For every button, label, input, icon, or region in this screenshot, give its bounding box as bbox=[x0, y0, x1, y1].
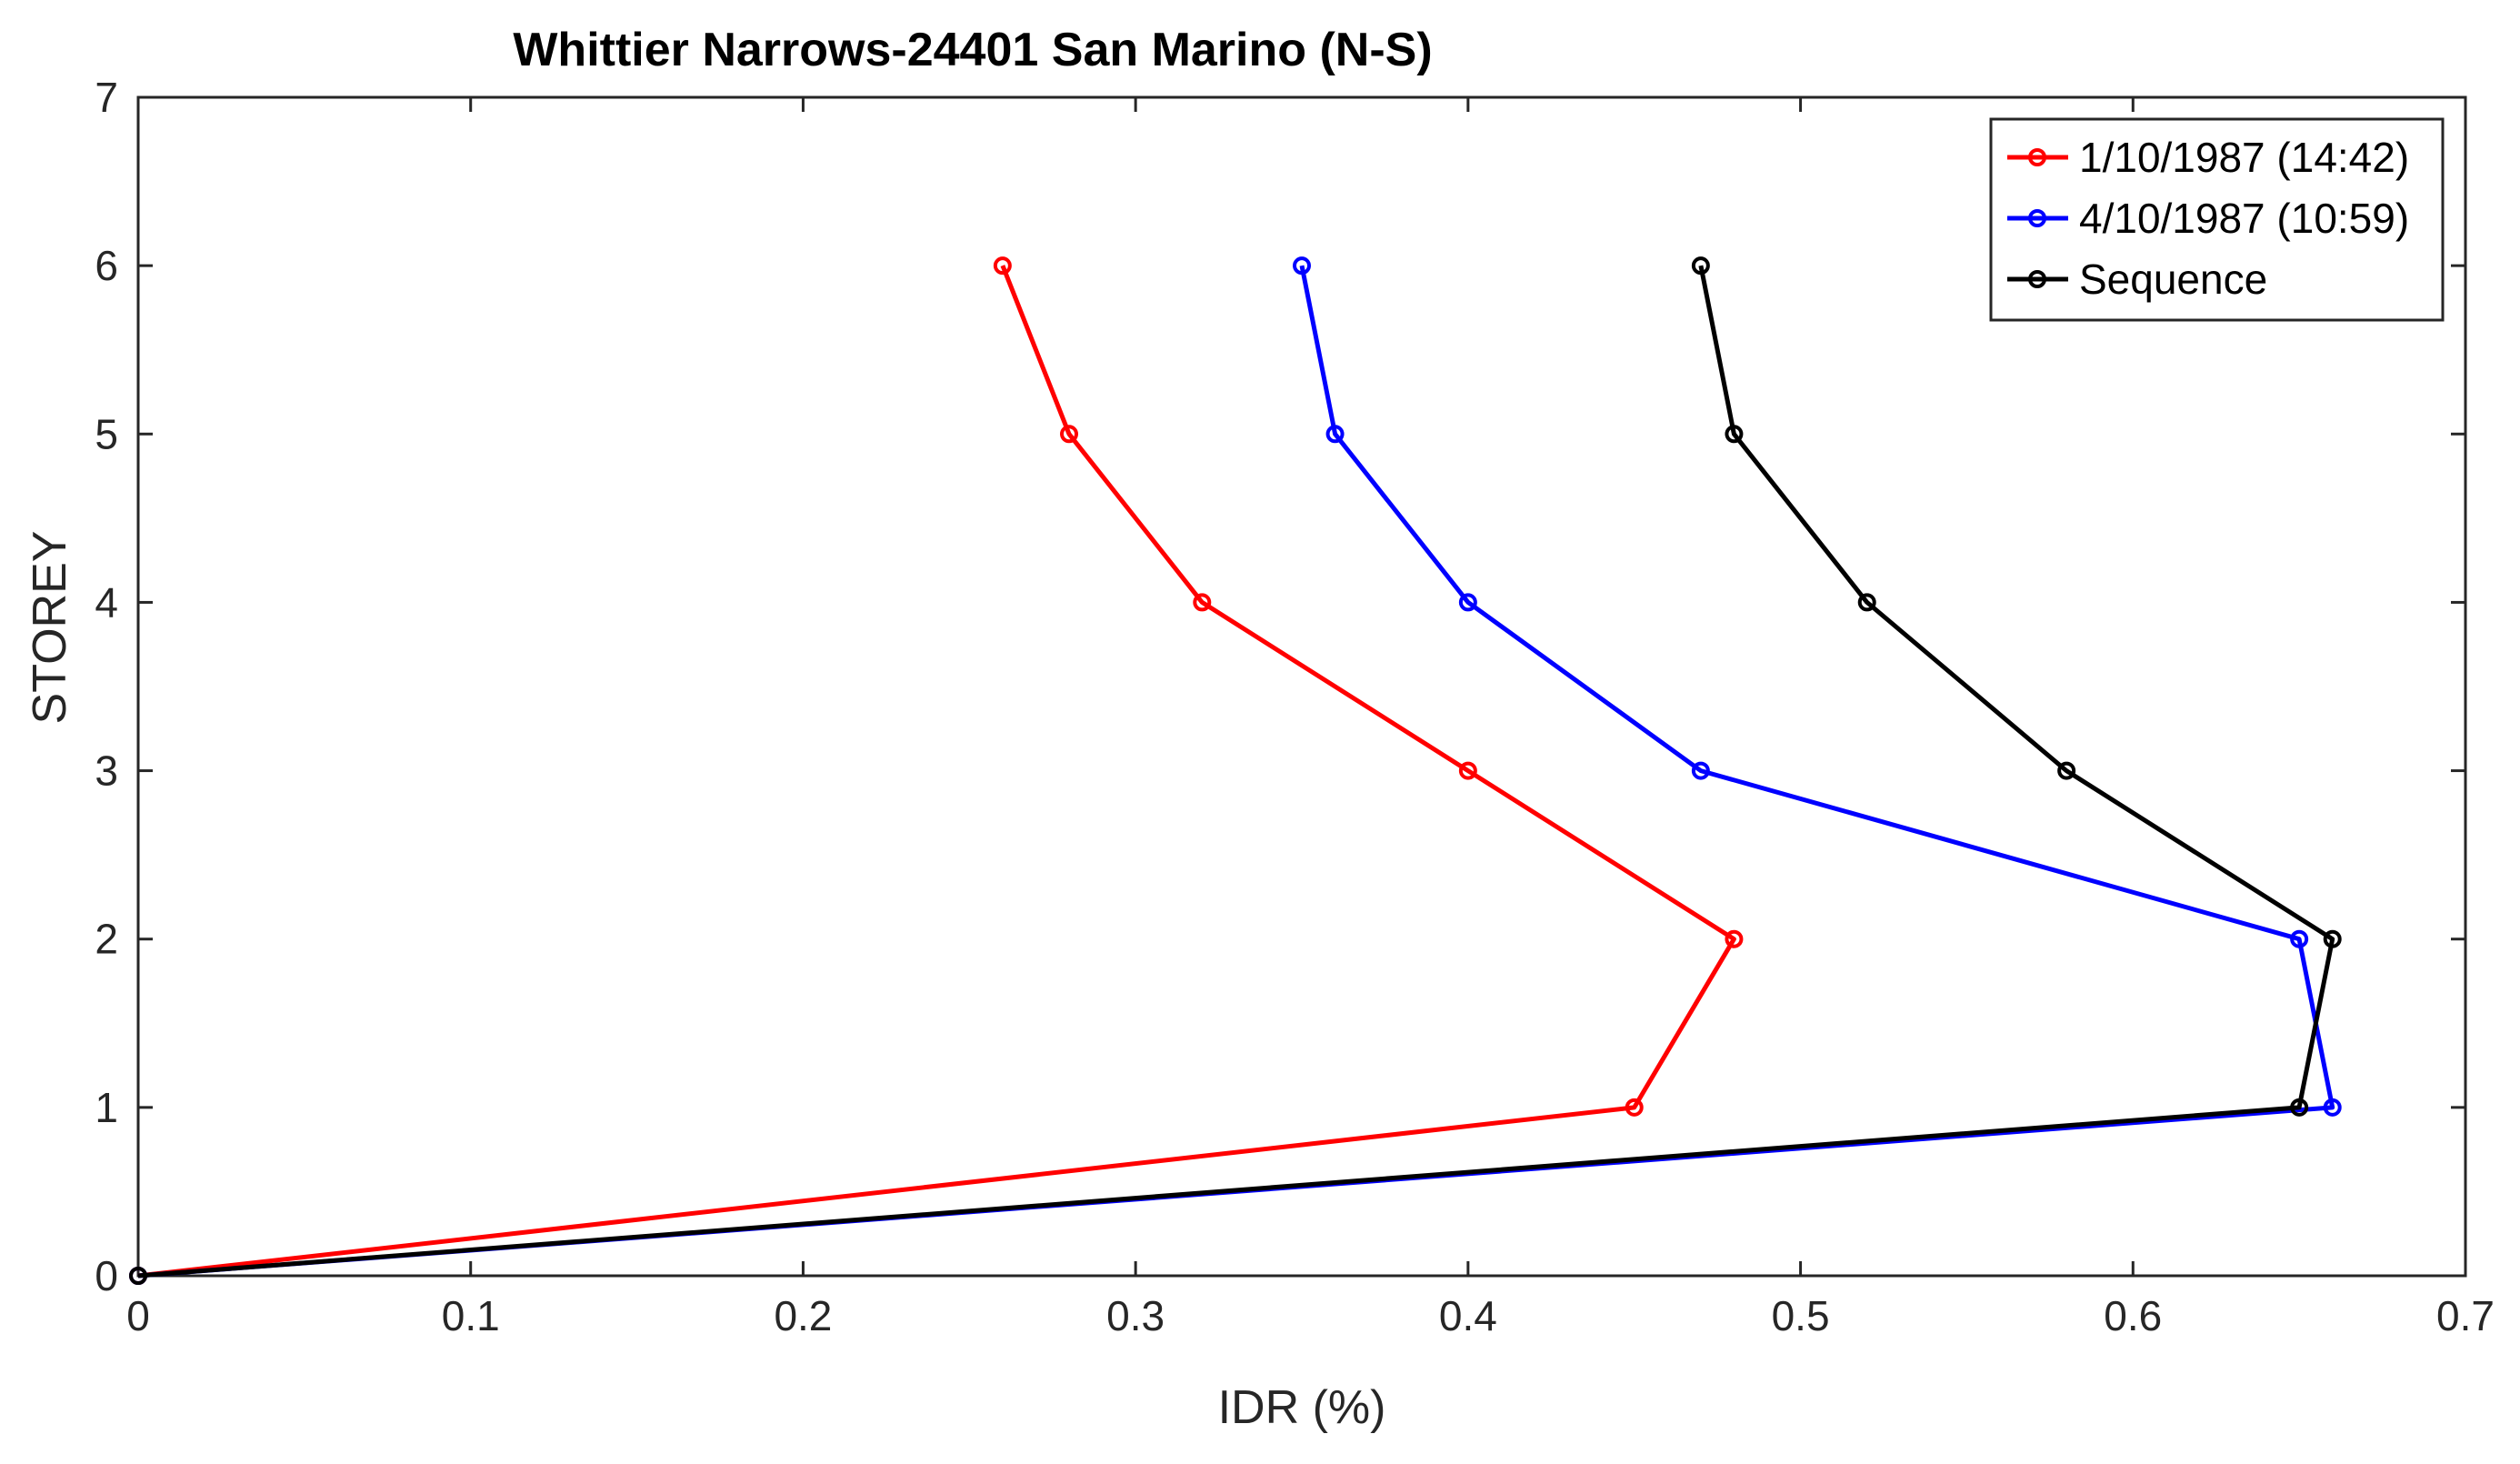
chart-title: Whittier Narrows-24401 San Marino (N-S) bbox=[513, 24, 1432, 76]
x-tick-label: 0.4 bbox=[1439, 1292, 1497, 1339]
series-line bbox=[137, 265, 1736, 1278]
data-point bbox=[1691, 761, 1710, 780]
legend-label: Sequence bbox=[2079, 256, 2267, 303]
y-tick-label: 6 bbox=[95, 242, 118, 289]
x-tick-label: 0.7 bbox=[2436, 1292, 2495, 1339]
legend-marker bbox=[2028, 148, 2046, 166]
legend-label: 4/10/1987 (10:59) bbox=[2079, 195, 2409, 242]
y-tick-label: 5 bbox=[95, 410, 118, 457]
data-point bbox=[1625, 1098, 1644, 1117]
plot-area: 0 0.1 0.2 0.3 0.4 0.5 0.6 0.7 0 1 2 3 4 5 6 7 1/10/1987 … bbox=[95, 74, 2495, 1339]
data-point bbox=[1458, 593, 1477, 612]
y-tick-label: 0 bbox=[95, 1252, 118, 1299]
data-point bbox=[1725, 929, 1744, 948]
series-line bbox=[137, 265, 2335, 1278]
data-point bbox=[2323, 1098, 2342, 1117]
x-tick-label: 0.2 bbox=[774, 1292, 832, 1339]
legend-marker bbox=[2028, 209, 2046, 227]
series-line bbox=[137, 265, 2335, 1278]
data-point bbox=[2290, 929, 2309, 948]
data-point bbox=[1691, 256, 1710, 276]
data-point bbox=[2057, 761, 2076, 780]
data-point bbox=[993, 256, 1012, 276]
y-tick-label: 7 bbox=[95, 74, 118, 121]
data-point bbox=[1193, 593, 1212, 612]
legend-marker bbox=[2028, 270, 2046, 288]
x-tick-label: 0.3 bbox=[1106, 1292, 1165, 1339]
y-tick-label: 3 bbox=[95, 747, 118, 795]
x-axis-label: IDR (%) bbox=[1218, 1381, 1386, 1434]
y-tick-label: 1 bbox=[95, 1084, 118, 1131]
data-point bbox=[1325, 425, 1345, 444]
data-point bbox=[1060, 425, 1078, 444]
y-axis-label: STOREY bbox=[24, 531, 76, 725]
x-tick-label: 0.6 bbox=[2104, 1292, 2162, 1339]
data-point bbox=[1725, 425, 1744, 444]
data-point bbox=[1458, 761, 1477, 780]
y-tick-label: 4 bbox=[95, 578, 118, 626]
x-tick-label: 0 bbox=[126, 1292, 150, 1339]
data-point bbox=[129, 1267, 147, 1285]
data-point bbox=[1857, 593, 1876, 612]
data-point bbox=[2290, 1098, 2309, 1117]
x-tick-label: 0.1 bbox=[442, 1292, 500, 1339]
x-tick-label: 0.5 bbox=[1772, 1292, 1830, 1339]
legend-label: 1/10/1987 (14:42) bbox=[2079, 134, 2409, 181]
data-point bbox=[1293, 256, 1311, 276]
y-tick-label: 2 bbox=[95, 916, 118, 963]
data-point bbox=[2323, 929, 2342, 948]
